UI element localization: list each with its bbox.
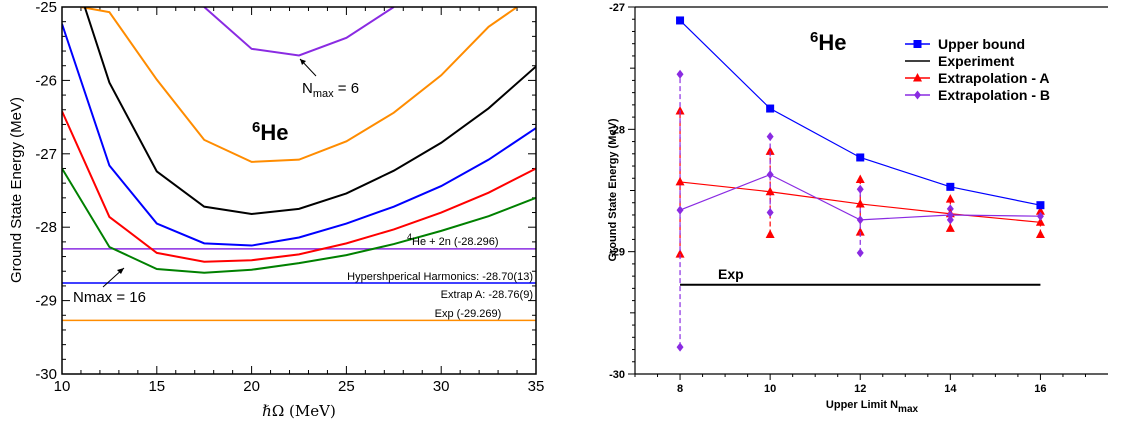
left-y-tick-label: -30 (35, 366, 57, 383)
left-chart: 10 15 20 25 30 35 -25 -26 -27 -28 -29 -30 Ground St… (8, 0, 544, 420)
error-cap-marker (856, 184, 864, 194)
left-series-line (83, 7, 536, 215)
left-y-tick-label: -25 (35, 0, 57, 16)
right-nucleus-symbol: He (818, 30, 846, 55)
left-x-axis-label: ℏΩ (MeV) (262, 402, 336, 420)
error-cap-marker (676, 69, 684, 79)
left-series-line (62, 167, 536, 274)
left-series-line (203, 7, 395, 57)
left-nucleus-mass: 6 (252, 119, 260, 136)
legend-label: Upper bound (938, 36, 1025, 52)
right-exp-label: Exp (718, 266, 744, 282)
data-point (856, 153, 865, 162)
left-x-tick-label: 15 (148, 378, 165, 395)
data-point (856, 215, 864, 225)
right-x-tick-label: 12 (854, 383, 866, 395)
error-cap-marker (675, 249, 685, 258)
data-point (765, 186, 775, 196)
data-point (676, 16, 685, 25)
right-y-tick-label: -30 (609, 369, 625, 381)
right-axes (628, 6, 1108, 380)
legend-label: Extrapolation - B (938, 87, 1050, 103)
right-y-tick-label: -28 (609, 124, 625, 136)
error-cap-marker (765, 146, 775, 155)
error-cap-marker (766, 132, 774, 142)
he4-2n-label: 4He + 2n (-28.296) (407, 232, 499, 248)
left-series-line (62, 23, 536, 247)
legend-swatch-marker (913, 73, 922, 82)
error-cap-marker (765, 229, 775, 239)
error-cap-marker (855, 227, 865, 236)
data-point (1035, 217, 1045, 226)
left-series-line (80, 7, 518, 163)
data-point (946, 182, 955, 191)
left-x-tick-label: 25 (338, 378, 355, 395)
left-x-tick-label: 20 (243, 378, 260, 395)
legend-label: Extrapolation - A (938, 70, 1050, 86)
error-cap-marker (1035, 206, 1045, 215)
right-y-axis-label: Ground State Energy (MeV) (607, 118, 619, 261)
left-y-axis-label: Ground State Energy (MeV) (8, 97, 25, 283)
right-x-tick-label: 10 (764, 383, 776, 395)
right-y-tick-label: -29 (609, 247, 625, 259)
right-series (675, 16, 1045, 352)
legend-label: Experiment (938, 53, 1015, 69)
right-x-tick-label: 14 (944, 383, 957, 395)
right-x-tick-label: 16 (1034, 383, 1046, 395)
right-nucleus-label: 6He (810, 29, 846, 55)
left-y-tick-label: -26 (35, 72, 57, 89)
right-chart: -27 -28 -29 -30 8 10 12 14 16 Ground State Energ… (607, 2, 1108, 415)
error-cap-marker (855, 174, 865, 183)
data-point (1036, 211, 1044, 221)
left-y-tick-label: -29 (35, 293, 57, 310)
extrap-a-label: Extrap A: -28.76(9) (441, 289, 533, 301)
nmax6-arrowhead (300, 59, 306, 65)
left-series-line (62, 110, 536, 263)
nmax6-label: Nmax = 6 (302, 80, 359, 100)
data-point (675, 176, 685, 186)
error-cap-marker (676, 342, 684, 352)
nmax16-label: Nmax = 16 (73, 289, 146, 306)
data-point (1036, 201, 1045, 210)
error-cap-marker (1035, 229, 1045, 239)
left-x-tick-label: 10 (54, 378, 71, 395)
legend-swatch-marker (913, 40, 922, 48)
error-cap-marker (766, 208, 774, 218)
error-cap-marker (856, 248, 864, 258)
hyperspherical-label: Hypershperical Harmonics: -28.70(13) (347, 271, 533, 283)
error-cap-marker (946, 215, 954, 225)
left-y-tick-label: -27 (35, 146, 57, 163)
right-x-axis-label: Upper Limit Nmax (826, 399, 919, 415)
data-point (855, 198, 865, 208)
left-tick-labels: 10 15 20 25 30 35 -25 -26 -27 -28 -29 -30 (35, 0, 544, 395)
error-cap-marker (945, 223, 955, 232)
left-x-tick-label: 30 (433, 378, 450, 395)
left-reference-lines (62, 248, 536, 322)
legend-swatch-marker (914, 90, 921, 100)
left-nucleus-label: 6He (252, 119, 288, 145)
data-point (676, 205, 684, 215)
right-y-tick-label: -27 (609, 2, 625, 14)
left-nucleus-symbol: He (260, 120, 288, 145)
data-point (946, 210, 954, 220)
left-series (62, 7, 536, 274)
left-x-tick-label: 35 (528, 378, 545, 395)
data-point (766, 170, 774, 180)
right-x-tick-label: 8 (677, 383, 683, 395)
error-cap-marker (945, 194, 955, 203)
right-nucleus-mass: 6 (810, 29, 818, 46)
nmax16-arrowhead (117, 268, 124, 274)
left-y-tick-label: -28 (35, 219, 57, 236)
data-point (766, 104, 775, 113)
exp-label-left: Exp (-29.269) (435, 308, 502, 320)
right-tick-labels: -27 -28 -29 -30 8 10 12 14 16 (609, 2, 1046, 395)
left-plot-frame (61, 6, 537, 375)
